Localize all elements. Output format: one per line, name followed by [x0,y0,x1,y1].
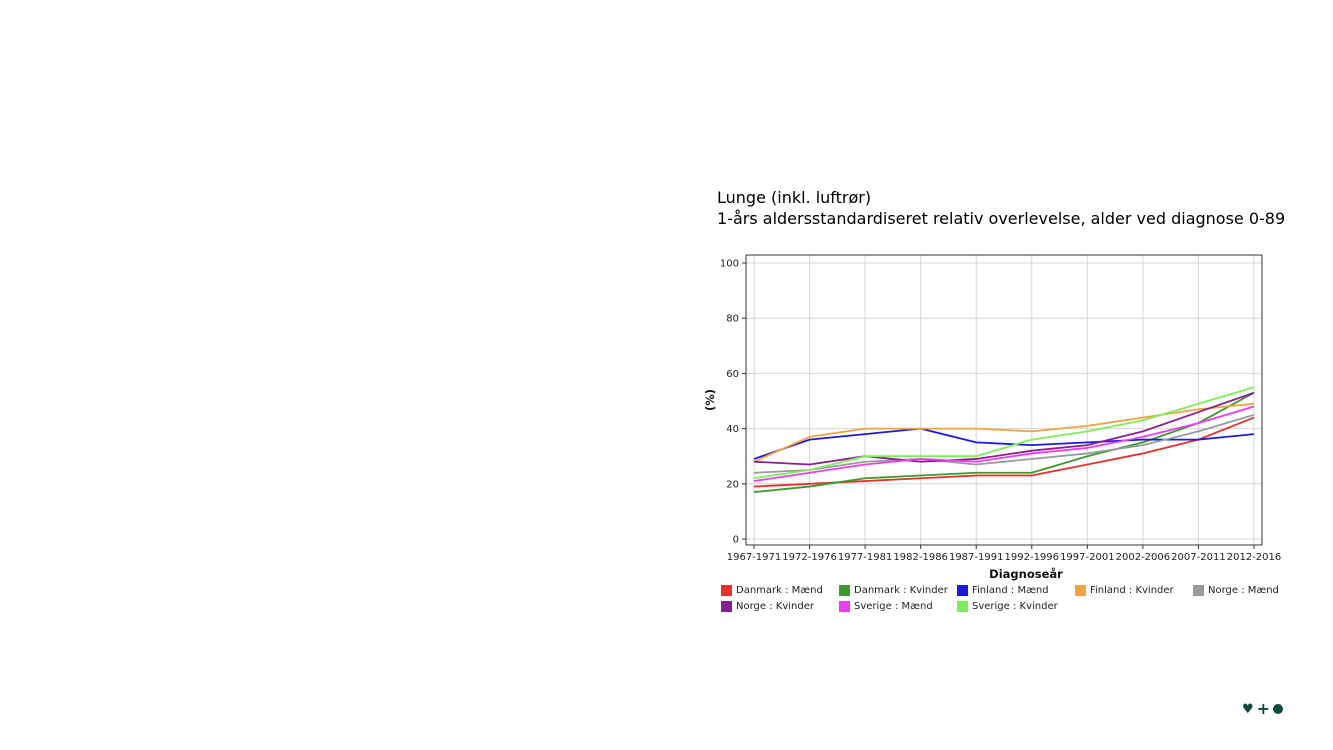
legend-label: Finland : Kvinder [1090,585,1174,596]
x-tick-label: 1977-1981 [838,552,893,563]
legend-label: Sverige : Mænd [854,601,933,612]
x-tick-label: 1997-2001 [1060,552,1115,563]
heart-icon: ♥ [1242,701,1254,717]
legend-label: Norge : Kvinder [736,601,814,612]
legend-item: Danmark : Kvinder [839,585,948,596]
y-tick-label: 0 [733,535,739,546]
x-tick-label: 1992-1996 [1005,552,1060,563]
x-tick-label: 2002-2006 [1116,552,1171,563]
series-line-3 [753,427,1255,460]
legend-swatch [721,601,732,612]
series-line-6 [753,391,1255,466]
legend-item: Sverige : Mænd [839,601,933,612]
legend-swatch [1075,585,1086,596]
plot-frame [745,254,1263,546]
x-tick-label: 1967-1971 [727,552,782,563]
legend-label: Sverige : Kvinder [972,601,1058,612]
legend-swatch [957,585,968,596]
plus-icon: + [1256,699,1271,718]
y-tick-label: 60 [726,369,739,380]
legend-label: Finland : Mænd [972,585,1049,596]
legend-swatch [839,601,850,612]
dot-icon [1273,704,1284,714]
series-line-7 [753,405,1255,482]
x-tick-label: 1972-1976 [782,552,837,563]
y-axis-title: (%) [703,389,717,411]
chart-title: Lunge (inkl. luftrør) [717,188,872,207]
x-tick-label: 1982-1986 [893,552,948,563]
legend-swatch [957,601,968,612]
y-tick-label: 100 [720,259,739,270]
legend-swatch [721,585,732,596]
legend-item: Sverige : Kvinder [957,601,1058,612]
chart-subtitle: 1-års aldersstandardiseret relativ overl… [717,209,1286,228]
legend-label: Norge : Mænd [1208,585,1279,596]
series-line-5 [753,413,1255,474]
brand-logo: ♥ + [1242,699,1284,718]
legend-item: Finland : Kvinder [1075,585,1174,596]
legend-swatch [839,585,850,596]
legend-item: Finland : Mænd [957,585,1049,596]
legend-item: Norge : Mænd [1193,585,1279,596]
y-tick-label: 80 [726,314,739,325]
y-tick-label: 20 [726,479,739,490]
x-axis-title: Diagnoseår [989,567,1063,581]
series-line-2 [753,391,1255,493]
x-tick-label: 1987-1991 [949,552,1004,563]
legend-swatch [1193,585,1204,596]
y-tick-label: 40 [726,424,739,435]
legend-label: Danmark : Kvinder [854,585,948,596]
legend-label: Danmark : Mænd [736,585,823,596]
legend-item: Danmark : Mænd [721,585,823,596]
x-tick-label: 2012-2016 [1227,552,1282,563]
series-line-4 [753,402,1255,463]
x-tick-label: 2007-2011 [1171,552,1226,563]
plot-background [746,255,1262,545]
legend-item: Norge : Kvinder [721,601,814,612]
series-line-8 [753,386,1255,480]
